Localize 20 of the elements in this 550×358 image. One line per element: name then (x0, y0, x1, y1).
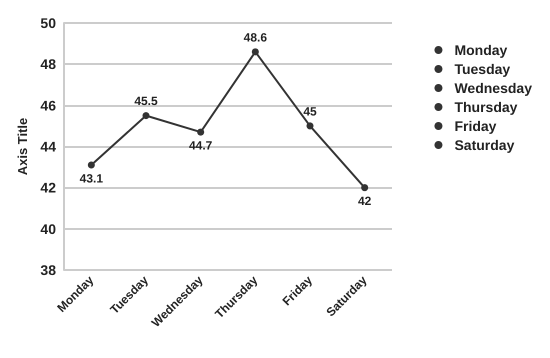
y-tick-label: 46 (40, 97, 56, 114)
y-tick-label: 48 (40, 56, 56, 72)
legend-label: Friday (454, 118, 497, 134)
y-tick-label: 44 (40, 138, 56, 154)
y-axis-title: Axis Title (15, 118, 30, 176)
data-label: 48.6 (244, 30, 268, 44)
legend-label: Thursday (454, 99, 518, 115)
legend-label: Saturday (454, 137, 515, 153)
data-label: 43.1 (80, 172, 104, 186)
data-label: 45.5 (134, 94, 158, 108)
data-label: 45 (303, 104, 317, 118)
y-tick-label: 42 (40, 180, 56, 196)
y-tick-label: 38 (40, 262, 56, 278)
y-tick-label: 40 (40, 220, 56, 237)
legend-label: Monday (454, 42, 508, 58)
y-tick-label: 50 (40, 15, 56, 31)
legend-label: Wednesday (454, 80, 532, 96)
legend-label: Tuesday (454, 61, 510, 77)
data-label: 44.7 (188, 138, 213, 153)
data-label: 42 (358, 194, 372, 208)
